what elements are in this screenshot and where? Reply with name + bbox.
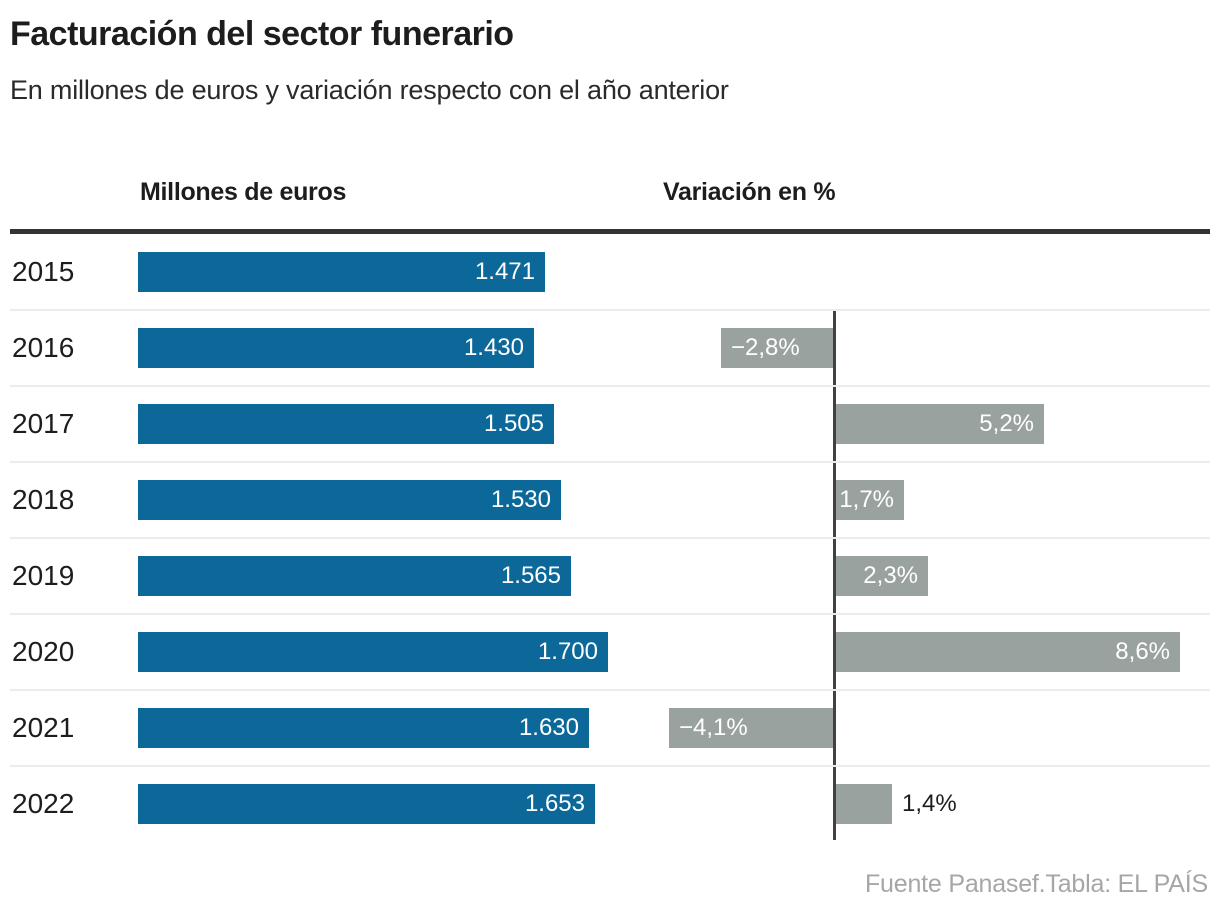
row-separator <box>10 385 1210 387</box>
column-header-variation: Variación en % <box>663 178 836 206</box>
revenue-bar: 1.630 <box>138 708 589 748</box>
variation-bar: −2,8% <box>721 328 833 368</box>
variation-bar: 1,7% <box>836 480 904 520</box>
row-separator <box>10 613 1210 615</box>
variation-bar: 2,3% <box>836 556 928 596</box>
row-separator <box>10 689 1210 691</box>
variation-bar: −4,1% <box>669 708 833 748</box>
variation-bar-label: 1,7% <box>839 486 894 513</box>
variation-bar-label: 2,3% <box>863 562 918 589</box>
revenue-bar-label: 1.700 <box>537 638 598 665</box>
source-credit: Fuente Panasef.Tabla: EL PAÍS <box>864 870 1208 898</box>
year-label: 2018 <box>12 484 75 515</box>
revenue-bar-label: 1.530 <box>490 486 551 513</box>
variation-bar-label: 8,6% <box>1115 638 1170 665</box>
revenue-bar-label: 1.505 <box>483 410 544 437</box>
variation-bar: 8,6% <box>836 632 1180 672</box>
chart-subtitle: En millones de euros y variación respect… <box>10 75 729 105</box>
year-label: 2016 <box>12 332 75 363</box>
chart-rows: 2015 1.471 2016 1.430 −2,8% 2017 1.505 5,2% 2018… <box>10 234 1210 842</box>
revenue-bar-label: 1.471 <box>474 258 535 285</box>
revenue-bar-label: 1.653 <box>524 790 585 817</box>
revenue-bar: 1.653 <box>138 784 595 824</box>
header-rule <box>10 229 1210 234</box>
variation-bar <box>836 784 892 824</box>
variation-bar-label: 5,2% <box>979 410 1034 437</box>
revenue-bar: 1.471 <box>138 252 545 292</box>
chart-title: Facturación del sector funerario <box>10 15 514 53</box>
zero-axis-line <box>833 310 836 840</box>
revenue-bar-label: 1.430 <box>463 334 524 361</box>
row-separator <box>10 765 1210 767</box>
year-label: 2015 <box>12 256 75 287</box>
row-separator <box>10 309 1210 311</box>
variation-bar-label: −2,8% <box>731 334 800 361</box>
revenue-bar: 1.700 <box>138 632 608 672</box>
revenue-bar: 1.505 <box>138 404 554 444</box>
year-label: 2019 <box>12 560 75 591</box>
row-separator <box>10 461 1210 463</box>
revenue-bar: 1.430 <box>138 328 534 368</box>
variation-bar-label: −4,1% <box>679 714 748 741</box>
revenue-bar-label: 1.630 <box>518 714 579 741</box>
revenue-bar-label: 1.565 <box>500 562 561 589</box>
revenue-bar: 1.565 <box>138 556 571 596</box>
row-separator <box>10 537 1210 539</box>
variation-bar-label-outside: 1,4% <box>902 790 957 817</box>
revenue-bar: 1.530 <box>138 480 561 520</box>
year-label: 2017 <box>12 408 75 439</box>
year-label: 2021 <box>12 712 75 743</box>
column-header-millions: Millones de euros <box>140 178 347 206</box>
year-label: 2020 <box>12 636 75 667</box>
year-label: 2022 <box>12 788 75 819</box>
variation-bar: 5,2% <box>836 404 1044 444</box>
